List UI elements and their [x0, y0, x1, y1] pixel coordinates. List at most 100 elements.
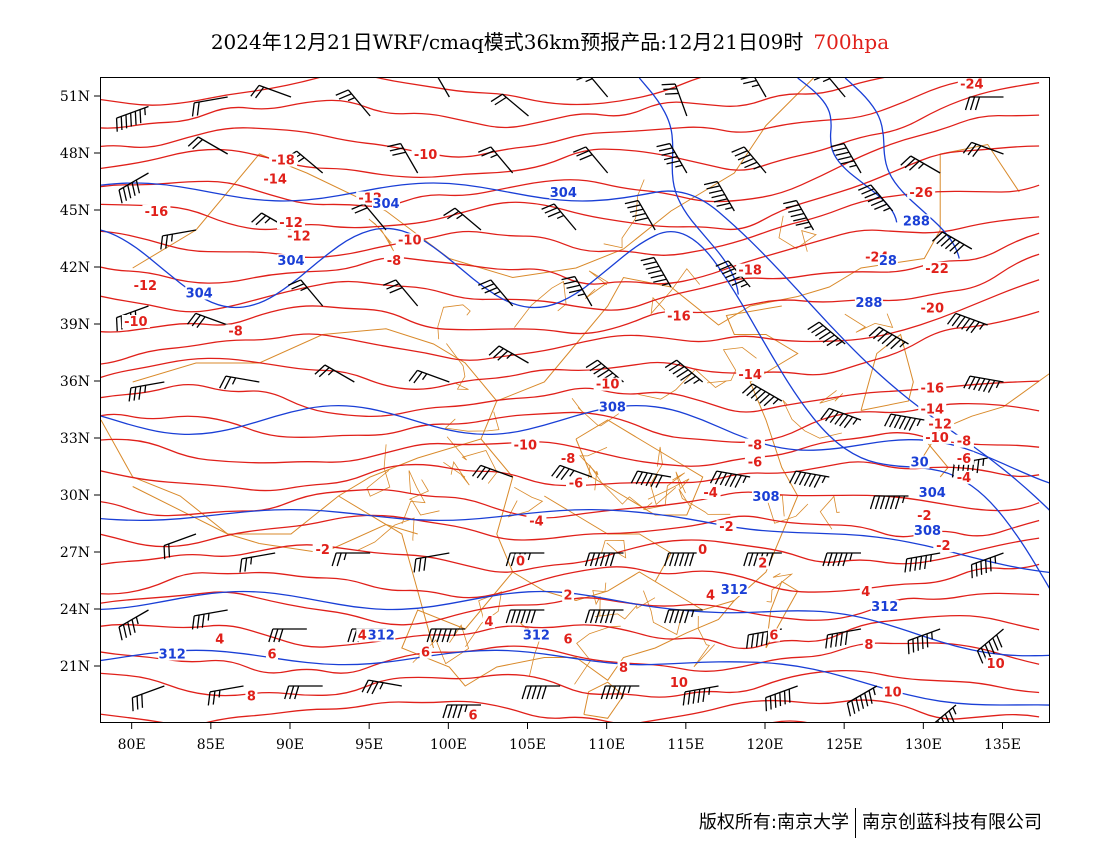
temperature-contour-label: -10 — [514, 439, 538, 454]
wind-barb — [561, 275, 593, 307]
temperature-label-bg — [914, 508, 935, 522]
border-line — [338, 495, 434, 649]
height-label-bg — [598, 400, 627, 414]
temperature-label-bg — [511, 438, 540, 452]
wind-barb — [541, 203, 577, 231]
wind-barbs — [115, 78, 1004, 722]
wind-barb — [624, 199, 656, 231]
temperature-label-bg — [526, 514, 547, 528]
height-label-bg — [522, 628, 551, 642]
temperature-contour-label: -10 — [398, 233, 422, 248]
height-contour-label: 312 — [523, 629, 550, 644]
province-border — [444, 411, 500, 432]
height-contour-label: 304 — [277, 254, 304, 269]
temperature-contour-label: -4 — [957, 471, 971, 486]
height-contour-label: 308 — [752, 490, 779, 505]
lon-tick-label: 125E — [826, 737, 863, 753]
wind-barb — [868, 326, 909, 350]
temperature-label-bg — [467, 708, 480, 722]
temperature-contour-label: -8 — [561, 452, 575, 467]
wind-barb — [976, 628, 1004, 664]
wind-barb — [584, 609, 624, 624]
longitude-axis: 80E 85E 90E 95E 100E 105E 110E 115E 120E 125E 130E… — [118, 723, 1021, 753]
wind-barb — [962, 141, 1004, 158]
temperature-label-bg — [284, 229, 313, 243]
wind-barb — [846, 685, 878, 717]
height-label-bg — [918, 486, 947, 499]
province-border — [650, 268, 701, 315]
pressure-level-label: 700hpa — [813, 30, 890, 54]
wind-barb — [437, 78, 450, 98]
province-border — [408, 479, 440, 516]
temperature-contour — [101, 642, 1040, 674]
temperature-contour — [101, 253, 1040, 335]
wind-barb — [783, 199, 815, 231]
province-border — [844, 313, 894, 333]
temperature-contour-label: -10 — [925, 431, 949, 446]
wind-barb — [191, 609, 228, 630]
temperature-label-bg — [266, 647, 278, 661]
temperature-label-bg — [744, 455, 765, 469]
wind-barb — [288, 279, 324, 307]
border-line — [583, 681, 625, 719]
copyright-right: 南京创蓝科技有限公司 — [862, 812, 1042, 833]
map-panel: -24 -18 -10 -14 -16 -12 -12 -12 -10 -8 -26 -24 -22 -1… — [100, 77, 1050, 723]
wind-barb — [239, 552, 276, 573]
temperature-contour-label: -10 — [124, 315, 148, 330]
temperature-contour-label: 4 — [358, 629, 367, 644]
province-border — [643, 590, 683, 636]
wind-barb — [131, 685, 165, 712]
height-contour-label: 308 — [914, 524, 941, 539]
temperature-label-bg — [269, 153, 298, 167]
temperature-label-bg — [953, 434, 974, 448]
province-border — [574, 625, 621, 685]
wind-barb — [387, 142, 419, 174]
province-border — [592, 582, 607, 616]
temperature-contour-label: 6 — [769, 629, 778, 644]
height-contour-label: 304 — [186, 287, 213, 302]
height-contour — [101, 590, 1049, 657]
temperature-label-bg — [562, 588, 575, 602]
border-line — [480, 305, 799, 611]
temperature-label-bg — [756, 556, 769, 570]
lon-tick-label: 130E — [905, 737, 942, 753]
wind-barb — [443, 207, 482, 231]
lat-tick-label: 36N — [60, 374, 90, 390]
height-label-bg — [372, 197, 400, 211]
temperature-contour-label: -8 — [228, 325, 242, 340]
temperature-contour-label: -12 — [279, 216, 303, 231]
border-line — [132, 78, 814, 279]
temperature-label-bg — [668, 676, 689, 689]
wind-barb — [426, 628, 466, 643]
temperature-contour-label: -16 — [921, 382, 945, 397]
wind-barb — [822, 552, 861, 567]
temperature-contour-label: -20 — [921, 302, 945, 317]
province-border — [507, 486, 544, 518]
temperature-contour-label: 10 — [987, 657, 1005, 672]
height-contour-label: 304 — [919, 486, 946, 501]
lat-tick-label: 48N — [60, 146, 90, 162]
temperature-contour-label: -12 — [287, 230, 311, 245]
temperature-contour-label: -2 — [936, 539, 950, 554]
temperature-contour-label: -10 — [596, 378, 620, 393]
wind-barb — [900, 155, 941, 174]
border-line — [575, 419, 704, 516]
height-contour-label: 312 — [871, 600, 898, 615]
temperature-contour-label: -2 — [315, 543, 329, 558]
lon-tick-label: 115E — [667, 737, 704, 753]
temperature-label-bg — [918, 381, 947, 395]
temperature-label-bg — [312, 543, 333, 556]
temperature-contour-label: 8 — [247, 689, 256, 704]
temperature-contour-label: -14 — [921, 402, 945, 417]
temperature-contour — [101, 310, 1040, 390]
wind-barb — [869, 495, 909, 510]
wind-barb — [656, 142, 688, 174]
lat-tick-label: 39N — [60, 317, 90, 333]
temperature-contour-label: -16 — [667, 309, 691, 324]
height-contour-label: 308 — [599, 401, 626, 416]
wind-barb — [964, 96, 1004, 111]
province-border — [579, 447, 608, 491]
wind-barb — [478, 146, 514, 174]
temperature-label-bg — [716, 520, 737, 534]
wind-barb — [284, 685, 323, 700]
